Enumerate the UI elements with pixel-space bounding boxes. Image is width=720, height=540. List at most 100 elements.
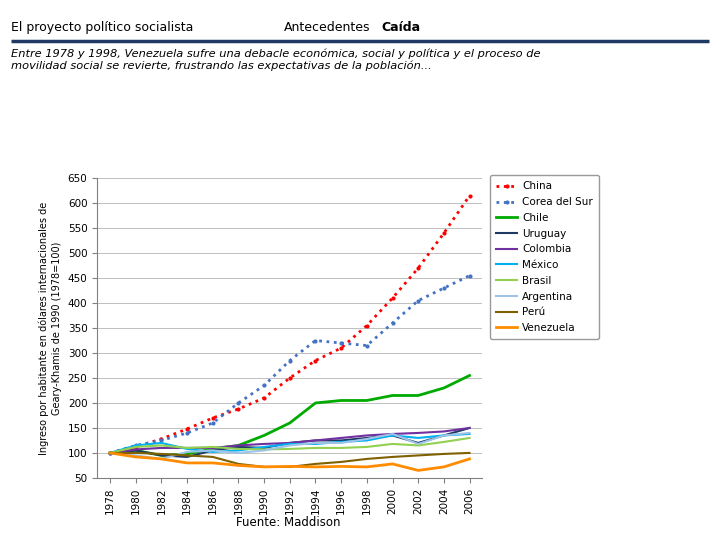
Argentina: [311, 440, 320, 446]
Argentina: [208, 447, 217, 454]
China: [234, 406, 243, 412]
Uruguay: [414, 440, 423, 446]
Perú: [311, 461, 320, 467]
Venezuela: [157, 456, 166, 462]
Perú: [465, 450, 474, 456]
Brasil: [183, 445, 192, 451]
Uruguay: [234, 444, 243, 450]
Uruguay: [311, 437, 320, 444]
México: [157, 440, 166, 446]
Uruguay: [106, 450, 114, 456]
Chile: [440, 384, 449, 391]
Chile: [208, 446, 217, 452]
México: [388, 432, 397, 438]
Argentina: [157, 456, 166, 462]
Text: Entre 1978 y 1998, Venezuela sufre una debacle económica, social y política y el: Entre 1978 y 1998, Venezuela sufre una d…: [11, 49, 540, 71]
Text: Fuente: Maddison: Fuente: Maddison: [235, 516, 341, 530]
Text: Caída: Caída: [382, 21, 420, 33]
Colombia: [285, 440, 294, 446]
Argentina: [363, 436, 372, 442]
Brasil: [208, 444, 217, 450]
Colombia: [337, 435, 346, 441]
Line: Chile: Chile: [110, 375, 469, 455]
Line: Brasil: Brasil: [110, 438, 469, 453]
Corea del Sur: [285, 357, 294, 364]
México: [440, 432, 449, 438]
Brasil: [260, 446, 269, 453]
Uruguay: [465, 424, 474, 431]
Perú: [208, 454, 217, 460]
Argentina: [132, 452, 140, 458]
Line: Perú: Perú: [110, 453, 469, 467]
México: [414, 435, 423, 441]
Corea del Sur: [208, 420, 217, 426]
Brasil: [285, 446, 294, 452]
Line: Venezuela: Venezuela: [110, 453, 469, 470]
Argentina: [106, 450, 114, 456]
Venezuela: [388, 461, 397, 467]
Venezuela: [465, 456, 474, 462]
Uruguay: [183, 454, 192, 460]
Colombia: [157, 445, 166, 451]
Corea del Sur: [363, 342, 372, 349]
Chile: [414, 392, 423, 399]
Perú: [363, 456, 372, 462]
Perú: [388, 454, 397, 460]
Chile: [311, 400, 320, 406]
Brasil: [337, 445, 346, 451]
Chile: [363, 397, 372, 404]
Venezuela: [311, 464, 320, 470]
Perú: [285, 464, 294, 470]
Legend: China, Corea del Sur, Chile, Uruguay, Colombia, México, Brasil, Argentina, Perú,: China, Corea del Sur, Chile, Uruguay, Co…: [490, 175, 599, 339]
Brasil: [132, 444, 140, 450]
Venezuela: [234, 462, 243, 469]
China: [208, 415, 217, 421]
Colombia: [414, 430, 423, 436]
México: [234, 447, 243, 454]
Venezuela: [260, 464, 269, 470]
Perú: [234, 461, 243, 467]
Chile: [106, 450, 114, 456]
Uruguay: [388, 432, 397, 438]
Colombia: [132, 446, 140, 453]
Argentina: [337, 440, 346, 446]
México: [106, 450, 114, 456]
China: [285, 375, 294, 381]
Colombia: [465, 424, 474, 431]
Uruguay: [363, 435, 372, 441]
Colombia: [388, 431, 397, 437]
China: [465, 192, 474, 199]
China: [440, 230, 449, 237]
Brasil: [234, 446, 243, 452]
México: [183, 446, 192, 452]
Corea del Sur: [414, 298, 423, 304]
Corea del Sur: [440, 285, 449, 292]
Chile: [157, 452, 166, 458]
Text: El proyecto político socialista: El proyecto político socialista: [11, 21, 193, 33]
Brasil: [311, 445, 320, 451]
Corea del Sur: [465, 272, 474, 279]
Line: México: México: [110, 434, 469, 453]
Colombia: [106, 450, 114, 456]
Venezuela: [183, 460, 192, 466]
Colombia: [440, 428, 449, 435]
Argentina: [414, 441, 423, 447]
Argentina: [440, 432, 449, 438]
Y-axis label: Ingreso por habitante en dólares internacionales de
Geary-Khamis de 1990 (1978=1: Ingreso por habitante en dólares interna…: [38, 201, 62, 455]
Colombia: [208, 445, 217, 451]
Venezuela: [208, 460, 217, 466]
China: [157, 436, 166, 442]
Colombia: [260, 441, 269, 447]
México: [363, 437, 372, 444]
Corea del Sur: [106, 450, 114, 456]
Line: Argentina: Argentina: [110, 433, 469, 459]
Chile: [465, 372, 474, 379]
Uruguay: [260, 445, 269, 451]
Perú: [132, 450, 140, 456]
Chile: [234, 442, 243, 449]
Line: China: China: [108, 194, 472, 455]
Corea del Sur: [388, 320, 397, 326]
Argentina: [183, 449, 192, 455]
Perú: [157, 451, 166, 457]
China: [106, 450, 114, 456]
